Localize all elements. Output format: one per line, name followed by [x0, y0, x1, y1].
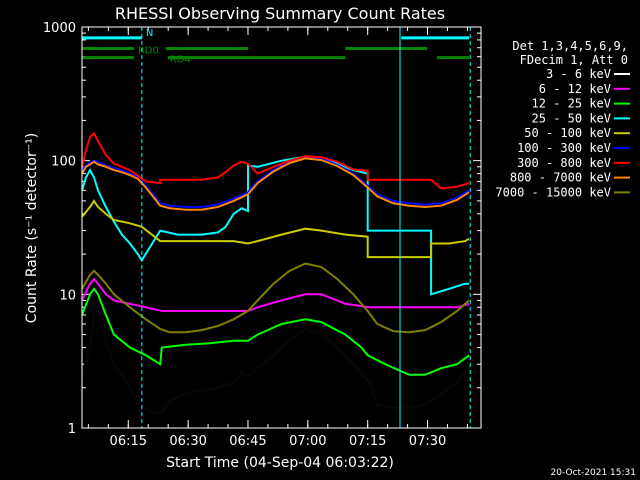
axis-ticks: 1 10 100 1000 06:15 06:30 06:45 07:00 07:15 07:30	[43, 21, 481, 449]
series-line-1	[81, 277, 470, 312]
series-line-2	[81, 287, 470, 376]
legend-header-1: FDecim 1, Att 0	[520, 53, 628, 67]
series-line-7	[81, 157, 470, 211]
x-tick-label-1: 06:30	[169, 434, 206, 449]
y-axis-label: Count Rate (s⁻¹ detector⁻¹)	[24, 133, 40, 323]
flag-label-1: N	[146, 28, 153, 39]
series-line-0-core	[81, 298, 470, 414]
x-tick-label-5: 07:30	[409, 434, 446, 449]
series-lines	[81, 131, 470, 414]
legend-label-5: 100 - 300 keV	[517, 141, 611, 155]
legend-label-2: 12 - 25 keV	[532, 97, 611, 111]
legend-label-8: 7000 - 15000 keV	[495, 185, 611, 199]
x-tick-label-4: 07:15	[349, 434, 386, 449]
x-tick-label-3: 07:00	[289, 434, 326, 449]
flag-label-3: RD4	[170, 55, 191, 66]
footer-timestamp: 20-Oct-2021 15:31	[551, 468, 636, 478]
y-tick-label-2: 100	[51, 155, 76, 170]
x-axis-label: Start Time (04-Sep-04 06:03:22)	[166, 455, 394, 471]
y-tick-label-0: 1	[68, 422, 76, 437]
legend-label-1: 6 - 12 keV	[539, 82, 611, 96]
legend-header-0: Det 1,3,4,5,6,9,	[512, 39, 628, 53]
y-tick-label-1: 10	[59, 288, 76, 303]
series-line-5	[81, 156, 470, 208]
series-line-4	[81, 199, 470, 259]
flag-label-2: RD0	[138, 46, 159, 57]
legend: Det 1,3,4,5,6,9,FDecim 1, Att 03 - 6 keV…	[495, 39, 630, 199]
plot-frame	[81, 26, 482, 429]
y-tick-label-3: 1000	[43, 21, 76, 36]
x-tick-label-2: 06:45	[229, 434, 266, 449]
series-line-6	[81, 131, 470, 190]
legend-label-3: 25 - 50 keV	[532, 111, 611, 125]
chart-title: RHESSI Observing Summary Count Rates	[115, 4, 445, 23]
x-tick-label-0: 06:15	[110, 434, 147, 449]
series-line-8	[81, 262, 470, 334]
legend-label-7: 800 - 7000 keV	[510, 171, 611, 185]
legend-label-4: 50 - 100 keV	[524, 126, 611, 140]
legend-label-6: 300 - 800 keV	[517, 156, 611, 170]
series-line-3	[81, 155, 469, 296]
flag-bars: N RD0 RD4	[82, 28, 470, 66]
legend-label-0: 3 - 6 keV	[546, 67, 611, 81]
